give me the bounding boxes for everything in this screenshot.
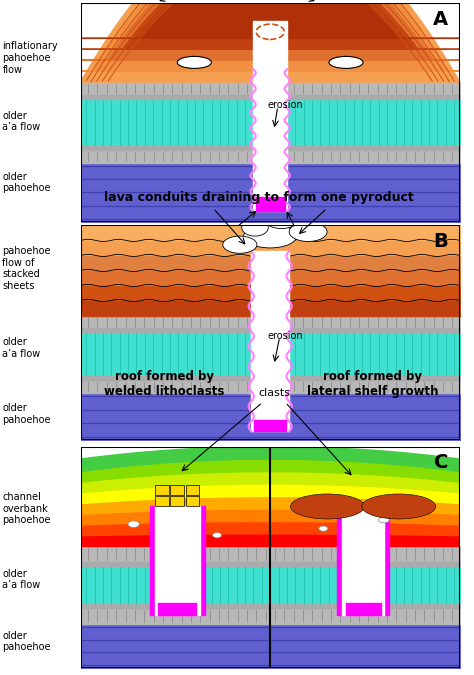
Ellipse shape xyxy=(266,213,297,229)
Polygon shape xyxy=(81,521,460,536)
Ellipse shape xyxy=(223,236,257,253)
Bar xyxy=(171,496,184,506)
Text: older
pahoehoe: older pahoehoe xyxy=(2,172,51,194)
Text: C: C xyxy=(434,454,448,472)
Text: roof formed by
lateral shelf growth: roof formed by lateral shelf growth xyxy=(307,370,438,398)
Polygon shape xyxy=(81,0,460,38)
Text: inflationary
pahoehoe
flow: inflationary pahoehoe flow xyxy=(2,41,58,75)
Ellipse shape xyxy=(177,57,211,68)
Polygon shape xyxy=(81,0,460,82)
Polygon shape xyxy=(81,509,460,525)
Bar xyxy=(171,485,184,495)
Ellipse shape xyxy=(362,494,436,519)
Ellipse shape xyxy=(289,222,327,242)
Ellipse shape xyxy=(301,496,360,516)
Text: roof formed by
welded lithoclasts: roof formed by welded lithoclasts xyxy=(104,370,224,398)
Ellipse shape xyxy=(242,219,268,236)
Polygon shape xyxy=(81,534,460,546)
Ellipse shape xyxy=(370,499,416,514)
Ellipse shape xyxy=(366,496,426,516)
Circle shape xyxy=(128,521,139,528)
Polygon shape xyxy=(81,0,460,60)
Text: clasts: clasts xyxy=(258,388,290,398)
Text: older
a’a flow: older a’a flow xyxy=(2,337,41,358)
Polygon shape xyxy=(81,0,460,49)
Text: terminal flow: terminal flow xyxy=(190,235,259,245)
Polygon shape xyxy=(81,459,460,482)
Ellipse shape xyxy=(291,494,365,519)
Text: erosion: erosion xyxy=(267,331,303,341)
Text: erosion: erosion xyxy=(267,100,303,109)
Text: older
a’a flow: older a’a flow xyxy=(2,111,41,132)
Polygon shape xyxy=(81,472,460,493)
Bar xyxy=(186,485,199,495)
Text: older
a’a flow: older a’a flow xyxy=(2,569,41,591)
Text: A: A xyxy=(433,10,448,29)
Text: older
pahoehoe: older pahoehoe xyxy=(2,404,51,425)
Bar xyxy=(155,496,169,506)
Circle shape xyxy=(379,516,389,523)
Text: lining: lining xyxy=(294,235,322,245)
Circle shape xyxy=(319,526,328,531)
Text: lava conduits draining to form one pyroduct: lava conduits draining to form one pyrod… xyxy=(104,191,414,204)
Text: older
pahoehoe: older pahoehoe xyxy=(2,631,51,653)
Text: channel
overbank
pahoehoe: channel overbank pahoehoe xyxy=(2,492,51,525)
Ellipse shape xyxy=(329,57,363,68)
Ellipse shape xyxy=(244,224,297,248)
Polygon shape xyxy=(81,497,460,514)
Polygon shape xyxy=(81,447,460,472)
Text: B: B xyxy=(434,232,448,251)
Bar xyxy=(186,496,199,506)
Circle shape xyxy=(331,511,338,515)
Text: pahoehoe
flow of
stacked
sheets: pahoehoe flow of stacked sheets xyxy=(2,246,51,291)
Ellipse shape xyxy=(320,501,352,512)
Polygon shape xyxy=(81,0,460,71)
Polygon shape xyxy=(81,484,460,504)
Ellipse shape xyxy=(374,501,406,512)
Ellipse shape xyxy=(310,499,356,514)
Bar xyxy=(155,485,169,495)
Circle shape xyxy=(212,533,222,538)
